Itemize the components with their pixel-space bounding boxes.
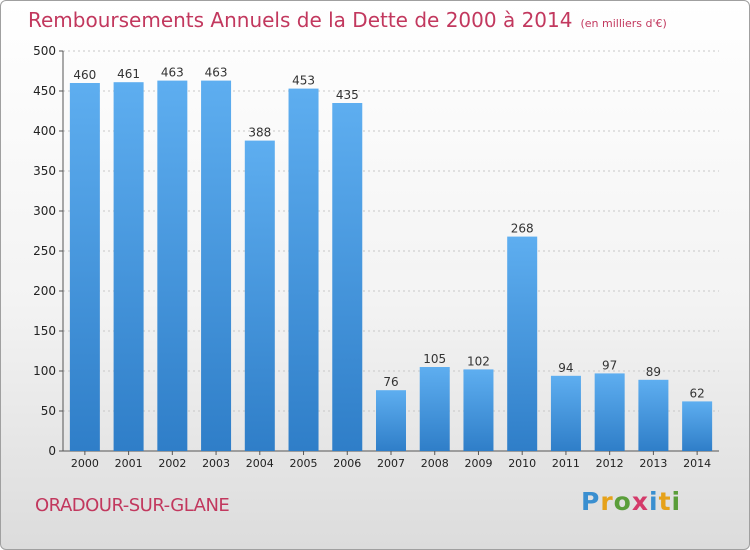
bar-2007 xyxy=(376,390,406,451)
x-tick-label-2012: 2012 xyxy=(596,457,624,470)
x-tick-label-2000: 2000 xyxy=(71,457,99,470)
x-tick-label-2002: 2002 xyxy=(158,457,186,470)
y-tick-label: 50 xyxy=(41,404,56,418)
logo-letter: r xyxy=(600,487,614,516)
value-label-2014: 62 xyxy=(689,386,704,400)
value-label-2013: 89 xyxy=(646,365,661,379)
commune-name: ORADOUR-SUR-GLANE xyxy=(35,495,230,516)
value-label-2001: 461 xyxy=(117,67,140,81)
bar-2003 xyxy=(201,80,232,451)
x-tick-label-2014: 2014 xyxy=(683,457,711,470)
value-label-2004: 388 xyxy=(248,126,271,140)
y-tick-label: 200 xyxy=(33,284,56,298)
bar-2012 xyxy=(594,373,625,451)
y-tick-label: 100 xyxy=(33,364,56,378)
x-tick-label-2011: 2011 xyxy=(552,457,580,470)
x-tick-label-2004: 2004 xyxy=(246,457,274,470)
bar-2011 xyxy=(550,375,581,451)
bar-2009 xyxy=(463,369,494,451)
value-label-2009: 102 xyxy=(467,354,490,368)
tick-labels: 0 50 100 150 200 250 300 350 400 450 500 2000 2001 20… xyxy=(33,44,711,470)
bar-2000 xyxy=(69,83,100,451)
value-label-2002: 463 xyxy=(161,66,184,80)
bar-2013 xyxy=(638,379,669,451)
value-label-2008: 105 xyxy=(423,352,446,366)
bar-2004 xyxy=(244,140,275,451)
value-label-2005: 453 xyxy=(292,74,315,88)
proxiti-logo: Proxiti xyxy=(581,487,681,516)
logo-letter: o xyxy=(613,487,632,516)
value-label-2012: 97 xyxy=(602,358,617,372)
value-label-2007: 76 xyxy=(383,375,398,389)
value-label-2000: 460 xyxy=(73,68,96,82)
y-tick-label: 300 xyxy=(33,204,56,218)
value-label-2010: 268 xyxy=(511,222,534,236)
logo-letter: i xyxy=(671,487,682,516)
y-tick-label: 350 xyxy=(33,164,56,178)
logo-letter: i xyxy=(649,487,659,516)
bar-2001 xyxy=(113,82,144,451)
bar-2010 xyxy=(507,236,538,451)
x-tick-label-2009: 2009 xyxy=(464,457,492,470)
x-tick-label-2003: 2003 xyxy=(202,457,230,470)
x-tick-label-2010: 2010 xyxy=(508,457,536,470)
y-tick-label: 150 xyxy=(33,324,56,338)
value-label-2011: 94 xyxy=(558,361,573,375)
chart-title: Remboursements Annuels de la Dette de 20… xyxy=(28,8,667,32)
bar-2006 xyxy=(332,103,363,451)
x-tick-label-2006: 2006 xyxy=(333,457,361,470)
bar-2005 xyxy=(288,88,319,451)
title-text: Remboursements Annuels de la Dette de 20… xyxy=(28,8,573,32)
bar-2014 xyxy=(682,401,713,451)
y-tick-label: 450 xyxy=(33,84,56,98)
value-label-2003: 463 xyxy=(205,66,228,80)
chart-subtitle: (en milliers d'€) xyxy=(580,17,667,30)
value-labels: 460 461 463 463 388 453 435 76 105 102 268 94 97 89 62 xyxy=(73,66,704,401)
logo-letter: x xyxy=(631,487,649,516)
value-label-2006: 435 xyxy=(336,88,359,102)
bars xyxy=(69,80,713,451)
logo-letter: t xyxy=(658,487,672,516)
x-tick-label-2008: 2008 xyxy=(421,457,449,470)
y-tick-label: 400 xyxy=(33,124,56,138)
x-tick-label-2007: 2007 xyxy=(377,457,405,470)
bar-2008 xyxy=(419,367,450,451)
x-tick-label-2001: 2001 xyxy=(115,457,143,470)
logo-letter: P xyxy=(581,487,601,516)
y-tick-label: 0 xyxy=(48,444,56,458)
y-tick-label: 500 xyxy=(33,44,56,58)
x-tick-label-2013: 2013 xyxy=(639,457,667,470)
bar-2002 xyxy=(157,80,188,451)
x-tick-label-2005: 2005 xyxy=(290,457,318,470)
y-tick-label: 250 xyxy=(33,244,56,258)
